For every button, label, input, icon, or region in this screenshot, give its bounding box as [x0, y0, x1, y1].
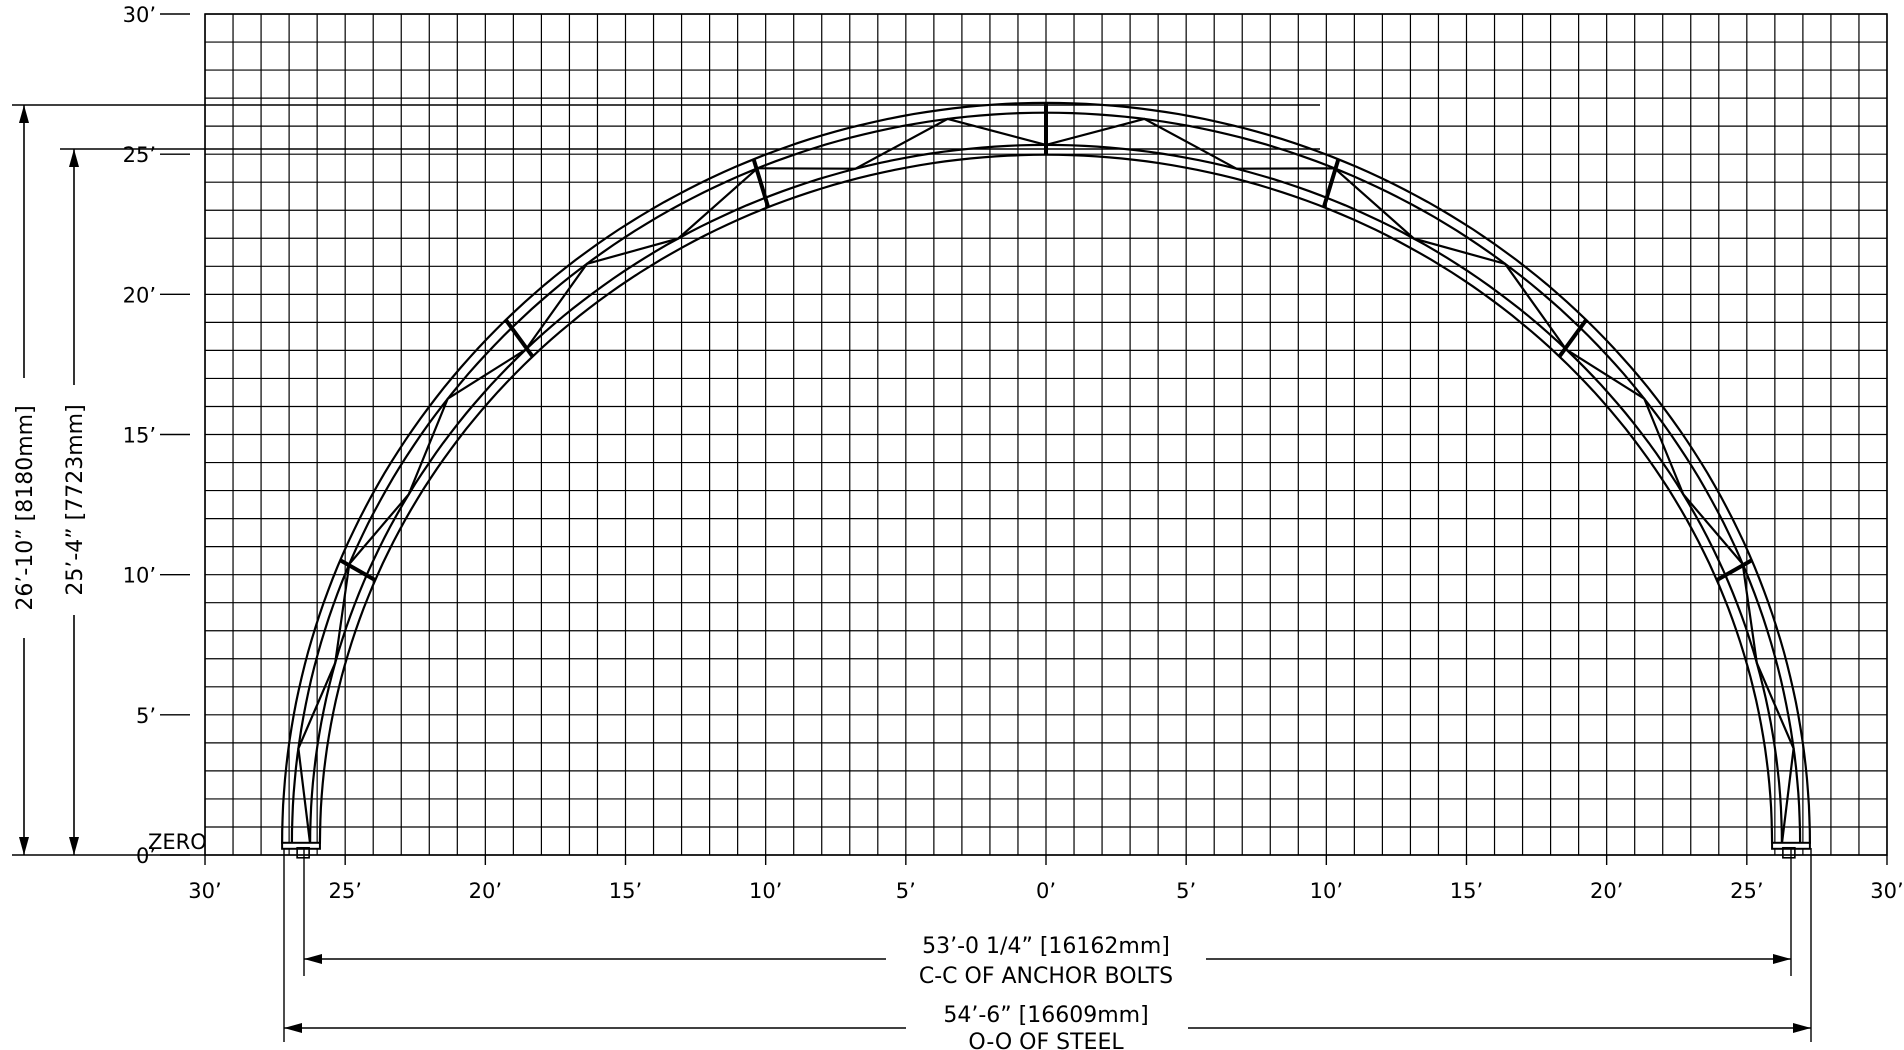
bracing-member	[506, 320, 533, 357]
y-axis: 30’25’20’15’10’5’0’	[123, 3, 190, 868]
x-tick-label: 0’	[1036, 879, 1056, 903]
x-tick-label: 25’	[1730, 879, 1763, 903]
anchor-bolt-span-text: 53’-0 1/4” [16162mm]	[922, 934, 1170, 959]
x-tick-label: 20’	[1590, 879, 1623, 903]
y-tick-label: 5’	[136, 704, 156, 728]
y-tick-label: 10’	[123, 564, 156, 588]
arrowhead-icon	[1773, 954, 1791, 964]
x-tick-label: 15’	[1450, 879, 1483, 903]
arrowhead-icon	[304, 954, 322, 964]
steel-span-note: O-O OF STEEL	[968, 1030, 1124, 1050]
x-axis: 30’ 25’ 20’ 15’ 10’ 5’ 0’ 5’ 10’ 15’ 20’ 25’ 30’	[188, 855, 1903, 903]
x-tick-label: 15’	[609, 879, 642, 903]
y-tick-label: 25’	[123, 143, 156, 167]
anchor-bolt-span-note: C-C OF ANCHOR BOLTS	[919, 964, 1173, 989]
arrowhead-icon	[69, 149, 79, 167]
x-tick-label: 5’	[896, 879, 916, 903]
anchor-bolt-span-dimension: 53’-0 1/4” [16162mm] C-C OF ANCHOR BOLTS	[304, 848, 1791, 990]
y-tick-label: 15’	[123, 424, 156, 448]
inner-height-text: 25’-4” [7723mm]	[63, 404, 88, 595]
arrowhead-icon	[69, 837, 79, 855]
arrowhead-icon	[19, 837, 29, 855]
y-tick-label: 30’	[123, 3, 156, 27]
x-tick-label: 30’	[1870, 879, 1903, 903]
x-tick-label: 30’	[188, 879, 221, 903]
x-tick-label: 20’	[469, 879, 502, 903]
x-tick-label: 5’	[1176, 879, 1196, 903]
x-tick-label: 25’	[328, 879, 361, 903]
x-tick-label: 10’	[1310, 879, 1343, 903]
arrowhead-icon	[284, 1023, 302, 1033]
y-tick-label: 20’	[123, 283, 156, 307]
arrowhead-icon	[1793, 1023, 1811, 1033]
bracing-member	[1559, 320, 1586, 357]
arrowhead-icon	[19, 105, 29, 123]
steel-span-text: 54’-6” [16609mm]	[943, 1003, 1148, 1028]
overall-height-text: 26’-10” [8180mm]	[13, 405, 38, 610]
x-tick-label: 10’	[749, 879, 782, 903]
zero-label: ZERO	[148, 830, 207, 854]
